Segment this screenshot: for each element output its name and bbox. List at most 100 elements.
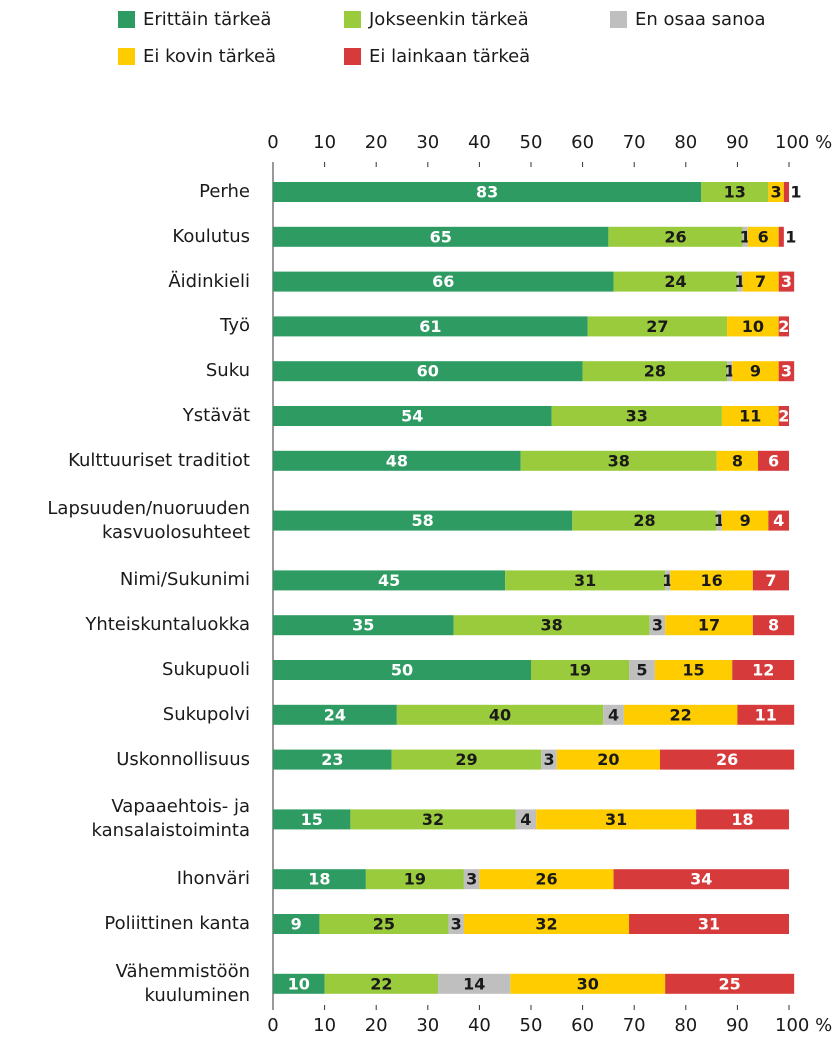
bar-segment [613, 271, 738, 292]
data-label: 4 [608, 705, 619, 724]
category-label: Lapsuuden/nuoruuden kasvuolosuhteet [47, 497, 250, 543]
data-label: 3 [543, 750, 554, 769]
category-label: Vähemmistöön kuuluminen [115, 960, 250, 1006]
bar-segment [665, 615, 753, 636]
data-label: 31 [605, 810, 627, 829]
data-label: 19 [404, 870, 426, 889]
bar-segment [716, 510, 722, 531]
x-tick-label: 0 [267, 132, 278, 153]
data-label: 22 [370, 974, 392, 993]
bar-segment [613, 869, 789, 890]
category-label: Uskonnollisuus [116, 748, 250, 770]
x-tick-label: 20 [365, 1015, 388, 1036]
bar-segment [582, 361, 728, 382]
bar-segment [701, 182, 769, 202]
category-label: Vapaaehtois- ja kansalaistoiminta [91, 796, 250, 842]
x-tick-label: 10 [313, 132, 336, 153]
legend-label: Erittäin tärkeä [143, 9, 272, 30]
bar-segment [273, 406, 552, 426]
bar-segment [783, 182, 789, 202]
x-tick-label: 90 [726, 132, 749, 153]
category-label: Äidinkieli [168, 270, 250, 292]
data-label: 50 [391, 661, 413, 680]
data-label: 38 [608, 451, 630, 470]
bar-segment [747, 226, 779, 247]
data-label: 5 [636, 661, 647, 680]
bar-segment [551, 406, 722, 426]
data-label: 48 [386, 451, 408, 470]
data-label: 14 [463, 974, 485, 993]
category-label: Ihonväri [176, 868, 250, 890]
legend-label: En osaa sanoa [635, 9, 766, 30]
data-label: 25 [373, 915, 395, 934]
data-label: 61 [419, 317, 441, 336]
bar-segment [324, 973, 439, 994]
bar-segment [727, 316, 779, 337]
x-tick-label: 30 [416, 1015, 439, 1036]
bar-segment [660, 749, 795, 770]
x-tick-label: 80 [674, 1015, 697, 1036]
bar-segment [742, 271, 779, 292]
data-label: 1 [785, 227, 796, 246]
data-label: 54 [401, 407, 423, 426]
bar-segment [716, 450, 759, 471]
data-label: 1 [714, 511, 725, 530]
x-tick-label: 40 [468, 132, 491, 153]
data-label: 9 [740, 511, 751, 530]
bar-segment [727, 361, 733, 382]
bar-segment [319, 914, 449, 934]
x-tick-label: 40 [468, 1015, 491, 1036]
category-label: Kulttuuriset traditiot [68, 449, 250, 471]
bar-segment [732, 660, 795, 680]
data-label: 33 [626, 407, 648, 426]
data-label: 60 [417, 362, 439, 381]
bar-segment [768, 182, 784, 202]
legend-swatch [344, 11, 361, 28]
bar-segment [510, 973, 666, 994]
data-label: 31 [574, 571, 596, 590]
bar-segment [752, 615, 795, 636]
x-tick-label: 30 [416, 132, 439, 153]
data-label: 32 [422, 810, 444, 829]
bar-segment [737, 271, 743, 292]
x-tick-label: 70 [623, 1015, 646, 1036]
bar-segment [665, 570, 671, 591]
data-label: 83 [476, 183, 498, 202]
bar-segment [721, 406, 779, 426]
bar-segment [572, 510, 717, 531]
category-label: Koulutus [172, 225, 250, 247]
bar-segment [752, 570, 789, 591]
bar-segment [520, 450, 717, 471]
bar-segment [541, 749, 557, 770]
data-label: 20 [597, 750, 619, 769]
bar-segment [536, 809, 697, 830]
data-label: 3 [451, 915, 462, 934]
data-label: 1 [724, 362, 735, 381]
bar-segment [273, 182, 702, 202]
bar-segment [515, 809, 537, 830]
data-label: 65 [430, 227, 452, 246]
bar-segment [273, 869, 366, 890]
data-label: 19 [569, 661, 591, 680]
data-label: 38 [541, 616, 563, 635]
data-label: 7 [765, 571, 776, 590]
x-tick-label: 70 [623, 132, 646, 153]
data-label: 35 [352, 616, 374, 635]
bar-segment [778, 361, 795, 382]
bar-segment [463, 914, 630, 934]
bar-segment [273, 570, 506, 591]
data-label: 15 [682, 661, 704, 680]
data-label: 1 [790, 183, 801, 202]
data-label: 13 [724, 183, 746, 202]
bar-segment [556, 749, 660, 770]
legend-swatch [344, 48, 361, 65]
data-label: 25 [719, 974, 741, 993]
bar-segment [629, 660, 655, 680]
bar-segment [758, 450, 789, 471]
data-label: 28 [644, 362, 666, 381]
x-tick-label: 10 [313, 1015, 336, 1036]
data-label: 31 [698, 915, 720, 934]
data-label: 32 [535, 915, 557, 934]
data-label: 1 [740, 227, 751, 246]
